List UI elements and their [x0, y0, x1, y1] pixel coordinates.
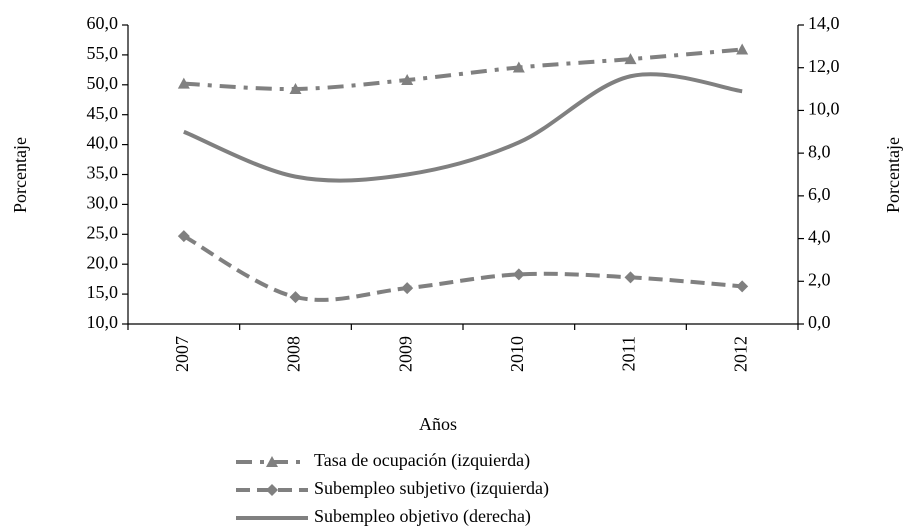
legend-label: Tasa de ocupación (izquierda) [314, 450, 530, 471]
marker [266, 484, 278, 496]
marker [512, 268, 525, 281]
x-tick-label: 2007 [172, 336, 192, 372]
y2-tick-label: 6,0 [808, 184, 831, 204]
x-tick-label: 2009 [395, 336, 415, 372]
y-tick-label: 55,0 [87, 43, 119, 63]
y-tick-label: 10,0 [87, 312, 119, 332]
y2-tick-label: 0,0 [808, 312, 831, 332]
legend-label: Subempleo objetivo (derecha) [314, 506, 531, 527]
x-axis-label: Años [419, 414, 457, 434]
x-tick-label: 2008 [284, 336, 304, 372]
y-tick-label: 25,0 [87, 222, 119, 242]
marker [512, 61, 525, 73]
marker [289, 291, 302, 304]
y-axis-label: Porcentaje [10, 137, 30, 213]
y2-tick-label: 8,0 [808, 141, 831, 161]
line [183, 47, 743, 92]
x-tick-label: 2010 [507, 336, 527, 372]
y2-axis-label: Porcentaje [883, 137, 903, 213]
y-tick-label: 35,0 [87, 163, 119, 183]
marker [177, 77, 190, 89]
marker [401, 74, 414, 86]
legend-label: Subempleo subjetivo (izquierda) [314, 478, 549, 499]
marker [736, 43, 749, 55]
y-tick-label: 15,0 [87, 282, 119, 302]
y2-tick-label: 2,0 [808, 269, 831, 289]
y-tick-label: 60,0 [87, 13, 119, 33]
y2-tick-label: 12,0 [808, 56, 840, 76]
marker [736, 280, 749, 293]
x-tick-label: 2011 [619, 336, 639, 371]
y-tick-label: 50,0 [87, 73, 119, 93]
line [183, 72, 743, 183]
marker [177, 230, 190, 243]
y2-tick-label: 14,0 [808, 13, 840, 33]
marker [624, 53, 637, 65]
marker [289, 82, 302, 94]
line [182, 234, 743, 302]
marker [624, 271, 637, 284]
y-tick-label: 45,0 [87, 103, 119, 123]
y-tick-label: 30,0 [87, 193, 119, 213]
y-tick-label: 40,0 [87, 133, 119, 153]
marker [401, 282, 414, 295]
y2-tick-label: 10,0 [808, 99, 840, 119]
y2-tick-label: 4,0 [808, 227, 831, 247]
x-tick-label: 2012 [730, 336, 750, 372]
y-tick-label: 20,0 [87, 252, 119, 272]
marker [266, 456, 278, 467]
